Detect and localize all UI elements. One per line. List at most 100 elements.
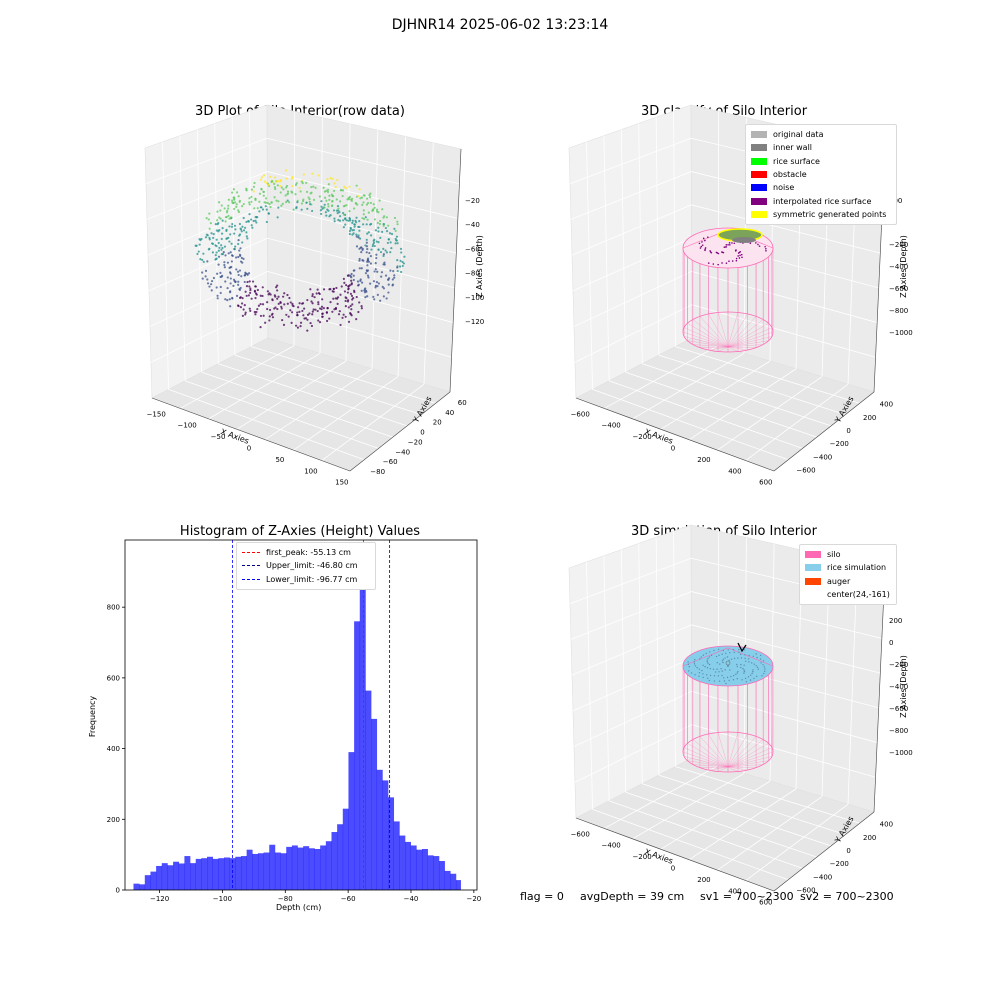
raw-point <box>358 188 361 191</box>
raw-point <box>216 210 219 213</box>
raw-point <box>285 313 288 316</box>
raw-point <box>358 257 361 261</box>
raw-point <box>233 232 236 235</box>
y-tick-label: 0 <box>846 427 850 435</box>
rice-sim-point <box>738 651 740 653</box>
raw-point <box>403 255 406 258</box>
x-tick-label: 0 <box>671 445 675 453</box>
y-tick-label: −400 <box>813 873 832 881</box>
raw-point <box>226 276 229 279</box>
raw-point <box>246 237 249 240</box>
simulation-silo-floor-line <box>727 766 739 772</box>
raw-point <box>248 285 251 288</box>
grid-line <box>603 555 610 801</box>
raw-point <box>335 209 338 212</box>
grid-line <box>162 141 169 390</box>
raw-point <box>322 307 325 310</box>
histogram-bar <box>450 873 457 890</box>
raw-point <box>245 220 248 224</box>
raw-point <box>290 190 293 193</box>
grid-line <box>236 360 347 430</box>
raw-point <box>351 197 354 200</box>
z-tick-label: −60 <box>465 245 480 253</box>
grid-line <box>592 809 789 881</box>
y-tick-label: 400 <box>880 401 893 409</box>
raw-point <box>361 203 364 206</box>
raw-point <box>369 192 372 195</box>
histogram-bar <box>291 845 298 890</box>
raw-point <box>366 232 369 235</box>
legend-item: original data <box>751 128 891 141</box>
raw-point <box>262 190 265 193</box>
raw-point <box>313 296 316 299</box>
raw-point <box>318 292 321 296</box>
raw-point <box>206 278 209 281</box>
legend-swatch <box>751 131 767 139</box>
raw-point <box>286 199 289 202</box>
raw-point <box>273 196 276 199</box>
raw-point <box>312 308 315 311</box>
classify-point <box>739 254 741 257</box>
raw-point <box>332 287 335 291</box>
rice-sim-point <box>751 672 753 675</box>
raw-point <box>232 284 235 287</box>
rice-sim-point <box>741 679 743 681</box>
rice-sim-point <box>752 669 754 671</box>
rice-sim-point <box>690 672 693 674</box>
grid-line <box>609 800 803 869</box>
raw-point <box>262 174 266 177</box>
rice-sim-point <box>709 667 711 670</box>
histogram-bar <box>269 844 276 890</box>
rice-sim-point <box>702 676 704 679</box>
rice-sim-point <box>748 654 750 657</box>
x-axis-line <box>575 817 775 892</box>
x-tick-label: −20 <box>466 895 481 903</box>
classify-point <box>740 253 743 256</box>
histogram-bar <box>325 841 332 890</box>
simulation-silo-floor-line <box>708 733 729 768</box>
raw-point <box>227 252 230 255</box>
classify-point <box>715 251 718 254</box>
grid-line <box>149 271 454 327</box>
y-tick-label: 60 <box>458 399 467 407</box>
grid-line <box>201 371 393 438</box>
raw-point <box>238 222 242 226</box>
legend-item: rice surface <box>751 155 891 168</box>
rice-sim-point <box>707 677 709 680</box>
raw-point <box>374 262 377 265</box>
grid-line <box>675 346 860 404</box>
raw-point <box>349 312 352 315</box>
raw-point <box>312 198 316 202</box>
raw-point <box>250 297 253 300</box>
raw-point <box>340 285 343 288</box>
simulation-silo-floor-line <box>727 764 764 768</box>
raw-point <box>250 224 253 227</box>
raw-point <box>267 183 270 187</box>
classify-point <box>735 259 738 262</box>
raw-point <box>233 224 237 227</box>
raw-point <box>296 311 299 314</box>
simulation-legend: silo rice simulation auger center(24,-161) <box>799 544 897 606</box>
raw-point <box>326 190 330 194</box>
raw-point <box>248 201 251 204</box>
raw-point <box>323 196 327 199</box>
rice-sim-point <box>717 675 720 677</box>
raw-point <box>201 271 204 274</box>
raw-point <box>204 236 208 239</box>
raw-point <box>395 235 399 238</box>
raw-point <box>258 192 262 195</box>
raw-point <box>270 180 273 183</box>
raw-point <box>282 323 286 326</box>
classify-point <box>707 236 709 238</box>
raw-point <box>299 325 302 328</box>
raw-point <box>330 204 334 208</box>
y-tick-label: 200 <box>863 834 876 842</box>
simulation-silo-floor-line <box>727 732 739 768</box>
rice-sim-point <box>688 665 691 668</box>
raw-point <box>322 186 325 189</box>
raw-point <box>279 184 282 188</box>
raw-point <box>376 221 379 225</box>
raw-point <box>281 202 284 206</box>
simulation-silo-floor-line <box>727 743 769 768</box>
legend-label: noise <box>773 183 795 193</box>
